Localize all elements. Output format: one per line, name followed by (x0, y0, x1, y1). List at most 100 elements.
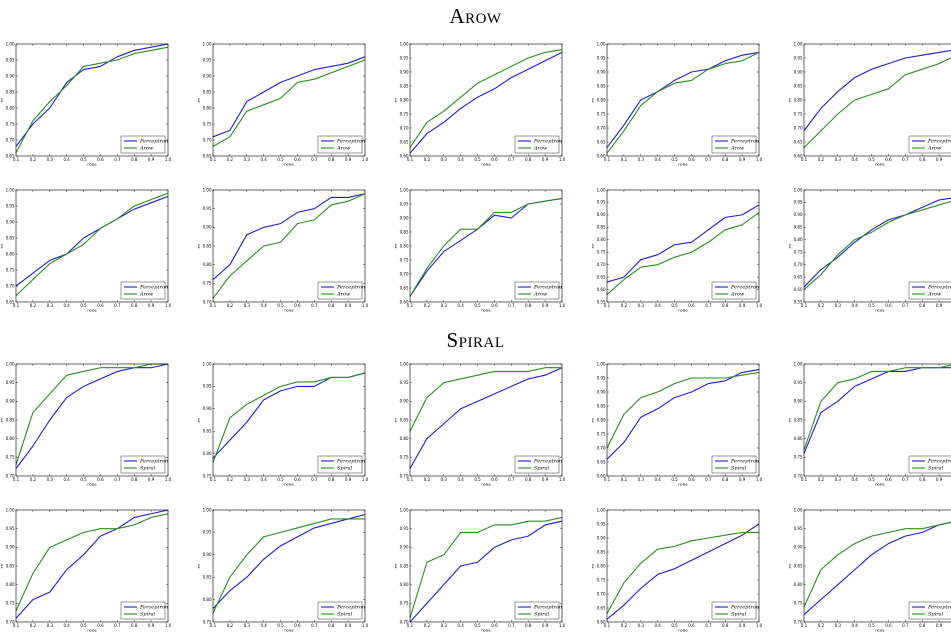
legend-label: Arow (336, 146, 351, 152)
x-tick-label: 0.3 (244, 157, 251, 162)
y-axis-label: err (0, 97, 4, 103)
y-tick-label: 1.00 (597, 187, 606, 192)
x-axis-label: noise (481, 309, 490, 313)
x-tick-label: 0.3 (47, 303, 54, 308)
y-tick-label: 0.90 (597, 69, 606, 74)
y-tick-label: 0.80 (794, 237, 803, 242)
x-tick-label: 0.9 (148, 623, 155, 628)
y-tick-label: 0.65 (6, 299, 15, 304)
plot-frame (212, 189, 366, 303)
x-tick-label: 1.0 (362, 157, 369, 162)
chart-11: 0.70 0.75 0.80 0.85 0.90 0.95 1.00 0.1 0.2 0.3 0.4… (0, 361, 172, 486)
y-tick-label: 0.85 (794, 417, 803, 422)
x-tick-label: 0.9 (739, 157, 746, 162)
legend-box (120, 601, 166, 620)
x-axis-label: noise (678, 309, 687, 313)
series-line-arow (15, 192, 169, 296)
legend-label: Spiral (534, 466, 550, 472)
legend-label: Spiral (337, 466, 353, 472)
legend-box (711, 455, 757, 474)
y-tick-label: 0.85 (203, 89, 212, 94)
y-tick-label: 1.00 (400, 361, 409, 366)
x-tick-label: 0.3 (638, 303, 645, 308)
x-axis-label: noise (875, 629, 884, 633)
y-tick-label: 0.95 (794, 380, 803, 385)
plot-frame (803, 43, 951, 157)
x-axis-label: noise (284, 163, 293, 167)
series-line-arow (803, 200, 951, 290)
x-tick-label: 0.2 (818, 157, 825, 162)
series-line-perceptron (606, 51, 760, 148)
x-tick-label: 1.0 (559, 303, 566, 308)
y-tick-label: 0.70 (794, 619, 803, 624)
y-tick-label: 0.65 (597, 459, 606, 464)
y-tick-label: 1.00 (794, 187, 803, 192)
y-tick-label: 0.80 (6, 251, 15, 256)
y-tick-label: 0.95 (400, 526, 409, 531)
x-tick-label: 0.3 (835, 157, 842, 162)
x-tick-label: 0.7 (705, 303, 712, 308)
x-tick-label: 0.4 (851, 477, 858, 482)
y-axis-label: err (197, 563, 201, 569)
x-tick-label: 0.2 (30, 623, 37, 628)
y-tick-label: 0.90 (203, 552, 212, 557)
x-axis-label: noise (481, 629, 490, 633)
x-tick-label: 0.2 (621, 477, 628, 482)
y-axis-label: err (591, 563, 595, 569)
legend-label: Arow (927, 292, 942, 298)
y-tick-label: 1.00 (203, 41, 212, 46)
y-tick-label: 0.90 (597, 535, 606, 540)
x-tick-label: 0.3 (441, 157, 448, 162)
x-tick-label: 0.8 (525, 157, 532, 162)
series-line-arow (212, 59, 366, 147)
legend-label: Perceptron (533, 605, 562, 611)
chart-2: 0.65 0.70 0.75 0.80 0.85 0.90 0.95 1.00 0.1 0.2 0.… (197, 41, 369, 166)
legend-label: Perceptron (927, 285, 951, 291)
y-tick-label: 0.85 (6, 417, 15, 422)
series-line-arow (15, 46, 169, 154)
legend-label: Arow (533, 146, 548, 152)
x-tick-label: 1.0 (165, 303, 172, 308)
x-tick-label: 0.2 (227, 477, 234, 482)
x-tick-label: 0.7 (311, 157, 318, 162)
y-tick-label: 0.75 (203, 281, 212, 286)
legend-label: Perceptron (336, 459, 365, 465)
x-tick-label: 0.4 (260, 477, 267, 482)
x-tick-label: 0.4 (654, 477, 661, 482)
x-tick-label: 0.7 (114, 157, 121, 162)
x-tick-label: 0.2 (227, 157, 234, 162)
y-axis-label: err (197, 97, 201, 103)
y-tick-label: 0.60 (597, 153, 606, 158)
legend-label: Spiral (731, 466, 747, 472)
series-line-arow (606, 211, 760, 295)
x-tick-label: 0.7 (705, 477, 712, 482)
plot-frame (15, 43, 169, 157)
series-line-perceptron (606, 523, 760, 620)
y-tick-label: 0.85 (400, 229, 409, 234)
x-tick-label: 0.2 (621, 157, 628, 162)
x-tick-label: 0.4 (654, 303, 661, 308)
legend-label: Perceptron (533, 139, 562, 145)
series-line-perceptron (409, 367, 563, 469)
y-tick-label: 0.65 (203, 153, 212, 158)
x-tick-label: 0.5 (671, 157, 678, 162)
y-tick-label: 0.55 (794, 299, 803, 304)
x-tick-label: 0.7 (705, 157, 712, 162)
legend-box (514, 601, 560, 620)
series-line-spiral (803, 364, 951, 451)
y-tick-label: 0.70 (794, 262, 803, 267)
y-tick-label: 0.75 (400, 257, 409, 262)
series-line-perceptron (212, 193, 366, 281)
y-tick-label: 0.80 (400, 582, 409, 587)
y-tick-label: 1.00 (203, 361, 212, 366)
series-line-spiral (15, 513, 169, 612)
legend-label: Arow (730, 146, 745, 152)
y-tick-label: 0.85 (597, 549, 606, 554)
plot-frame (409, 43, 563, 157)
x-tick-label: 0.3 (835, 623, 842, 628)
x-tick-label: 0.6 (885, 623, 892, 628)
